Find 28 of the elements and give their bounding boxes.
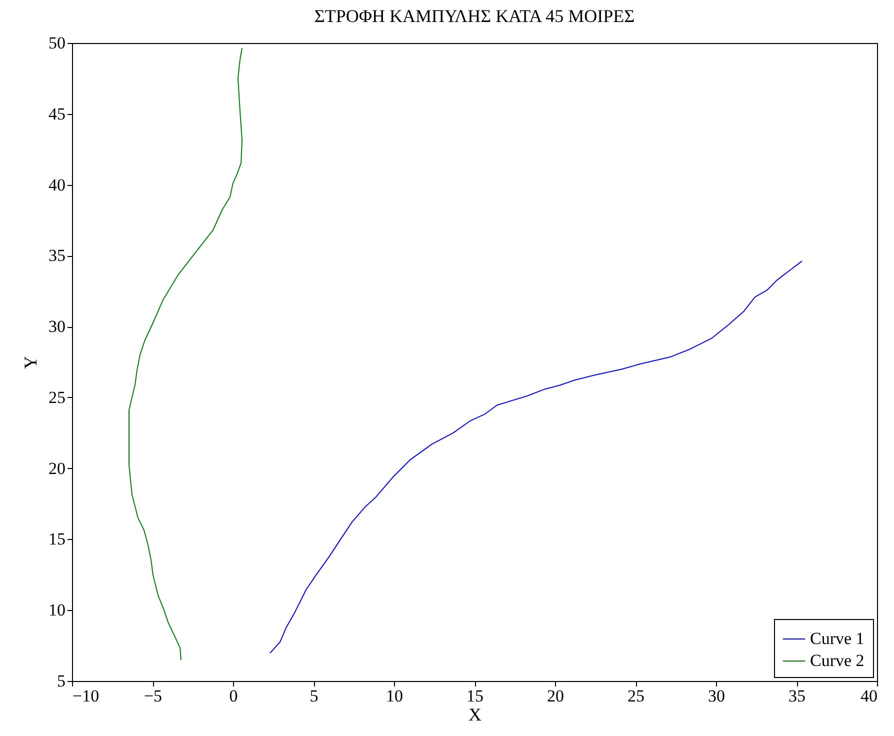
legend-label: Curve 1 [810, 629, 864, 648]
x-tick-label: 15 [466, 686, 484, 706]
y-tick-label: 15 [48, 530, 66, 549]
x-tick-label: 20 [547, 686, 564, 706]
y-tick-label: 10 [48, 600, 66, 620]
x-tick-label: 30 [708, 686, 725, 706]
chart-title: ΣΤΡΟΦΗ ΚΑΜΠΥΛΗΣ ΚΑΤΑ 45 ΜΟΙΡΕΣ [314, 6, 635, 26]
x-tick-label: −10 [72, 686, 100, 706]
x-tick-label: 25 [628, 686, 644, 706]
x-tick-label: 5 [310, 686, 318, 706]
legend-label: Curve 2 [810, 651, 864, 670]
y-tick-label: 50 [48, 34, 66, 52]
line-series [270, 260, 802, 654]
y-tick-label: 25 [48, 388, 66, 407]
x-tick-label: 40 [860, 686, 878, 706]
x-tick-label: 0 [229, 686, 238, 706]
x-tick-label: 10 [386, 686, 403, 706]
x-tick-label: −5 [144, 686, 162, 706]
y-tick-label: 5 [57, 672, 66, 690]
x-tick-label: 35 [788, 686, 806, 706]
y-tick-label: 20 [48, 458, 66, 478]
line-series [128, 48, 243, 661]
y-tick-label: 30 [48, 317, 66, 336]
y-axis-title: Y [20, 356, 40, 369]
y-tick-label: 35 [48, 246, 66, 266]
y-tick-label: 45 [48, 104, 66, 124]
x-axis-title: X [468, 704, 482, 724]
y-tick-label: 40 [48, 175, 66, 194]
